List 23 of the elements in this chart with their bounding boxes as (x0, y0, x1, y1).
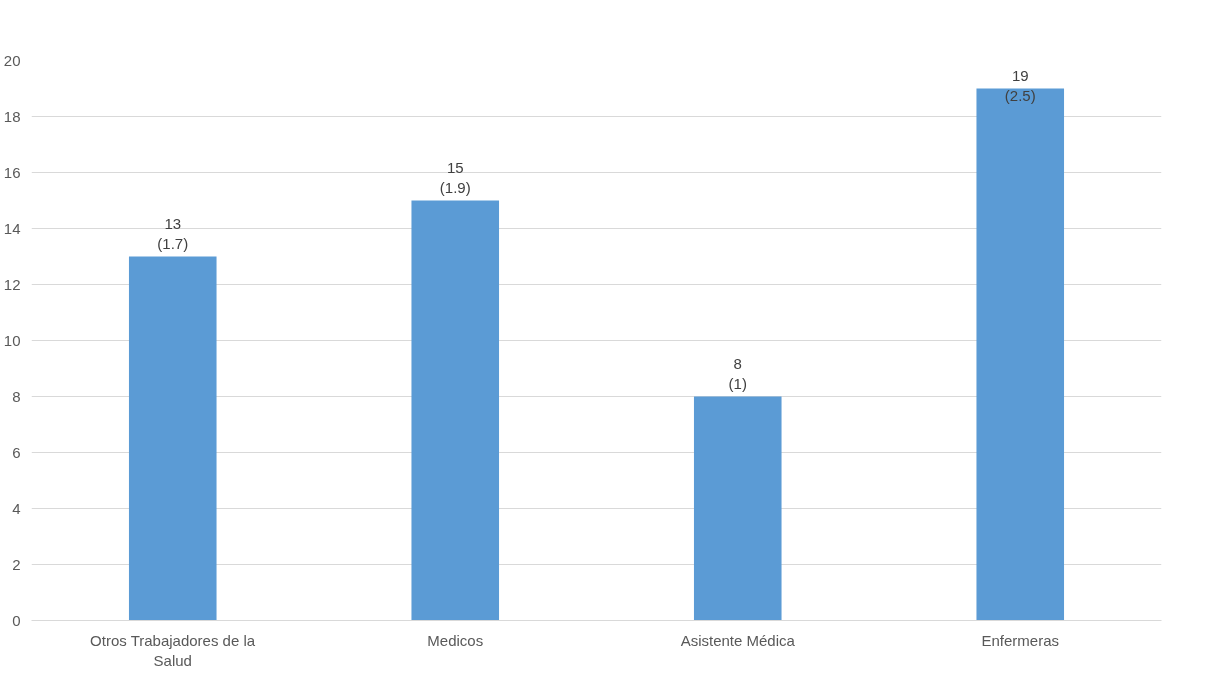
y-tick-label: 0 (12, 611, 21, 629)
y-tick-label: 12 (3, 275, 21, 293)
x-tick-label: Asistente Médica (680, 631, 796, 649)
y-tick-label: 10 (3, 331, 21, 349)
bar (976, 88, 1065, 621)
data-label: 15 (1.9) (439, 159, 471, 197)
y-tick-label: 6 (12, 443, 21, 461)
data-label: 19 (2.5) (1004, 67, 1036, 105)
x-tick-label: Enfermeras (981, 631, 1060, 649)
y-tick-label: 4 (12, 499, 21, 517)
bar (693, 396, 782, 621)
y-tick-label: 16 (3, 163, 21, 181)
y-tick-label: 20 (3, 51, 21, 69)
x-tick-label: Medicos (427, 631, 484, 649)
bar (128, 256, 217, 621)
y-tick-label: 8 (12, 387, 21, 405)
x-tick-label: Otros Trabajadores de la Salud (90, 631, 256, 669)
data-label: 13 (1.7) (157, 215, 189, 253)
bar (411, 200, 500, 621)
y-tick-label: 14 (3, 219, 21, 237)
y-tick-label: 18 (3, 107, 21, 125)
data-label: 8 (1) (728, 355, 747, 393)
y-tick-label: 2 (12, 555, 21, 573)
